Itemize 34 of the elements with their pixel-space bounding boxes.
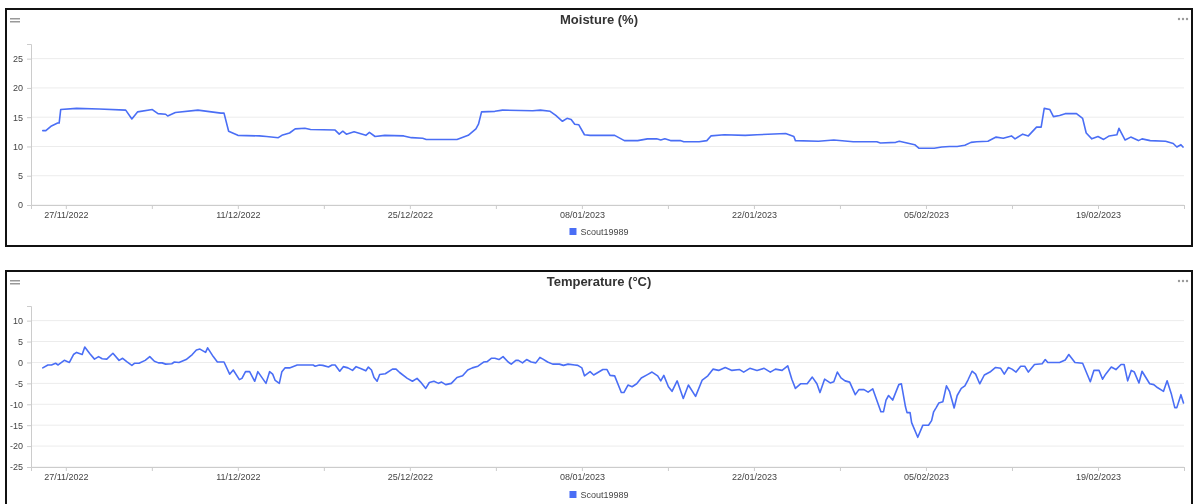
legend-label: Scout19989 bbox=[580, 227, 629, 237]
line-series bbox=[41, 107, 1184, 150]
y-tick-label: 10 bbox=[12, 316, 23, 327]
y-tick-label: 15 bbox=[12, 112, 23, 123]
chart-title: Temperature (°C) bbox=[546, 274, 652, 289]
y-tick-label: -15 bbox=[9, 420, 23, 431]
y-tick-label: -25 bbox=[9, 462, 23, 473]
x-tick-label: 22/01/2023 bbox=[731, 210, 777, 221]
y-tick-label: 10 bbox=[12, 141, 23, 152]
y-tick-label: 25 bbox=[12, 54, 23, 65]
y-tick-label: 0 bbox=[17, 357, 23, 368]
x-tick-label: 25/12/2022 bbox=[387, 210, 433, 221]
y-tick-label: 5 bbox=[17, 171, 23, 182]
chart-title: Moisture (%) bbox=[560, 12, 638, 27]
x-tick-label: 08/01/2023 bbox=[559, 472, 605, 483]
y-tick-label: 0 bbox=[17, 200, 23, 211]
x-tick-label: 11/12/2022 bbox=[216, 472, 261, 483]
x-tick-label: 19/02/2023 bbox=[1075, 472, 1122, 483]
x-tick-label: 27/11/2022 bbox=[44, 472, 89, 483]
y-tick-label: 5 bbox=[17, 336, 23, 347]
x-tick-label: 11/12/2022 bbox=[216, 210, 261, 221]
x-tick-label: 25/12/2022 bbox=[387, 472, 433, 483]
x-tick-label: 27/11/2022 bbox=[44, 210, 89, 221]
x-tick-label: 19/02/2023 bbox=[1075, 210, 1122, 221]
y-tick-label: -20 bbox=[9, 441, 23, 452]
x-tick-label: 05/02/2023 bbox=[903, 210, 949, 221]
y-tick-label: -10 bbox=[9, 399, 23, 410]
legend-label: Scout19989 bbox=[580, 490, 629, 500]
y-tick-label: 20 bbox=[12, 83, 23, 94]
x-tick-label: 05/02/2023 bbox=[903, 472, 949, 483]
x-tick-label: 08/01/2023 bbox=[559, 210, 605, 221]
line-series bbox=[41, 346, 1185, 439]
x-tick-label: 22/01/2023 bbox=[731, 472, 777, 483]
y-tick-label: -5 bbox=[14, 378, 23, 389]
